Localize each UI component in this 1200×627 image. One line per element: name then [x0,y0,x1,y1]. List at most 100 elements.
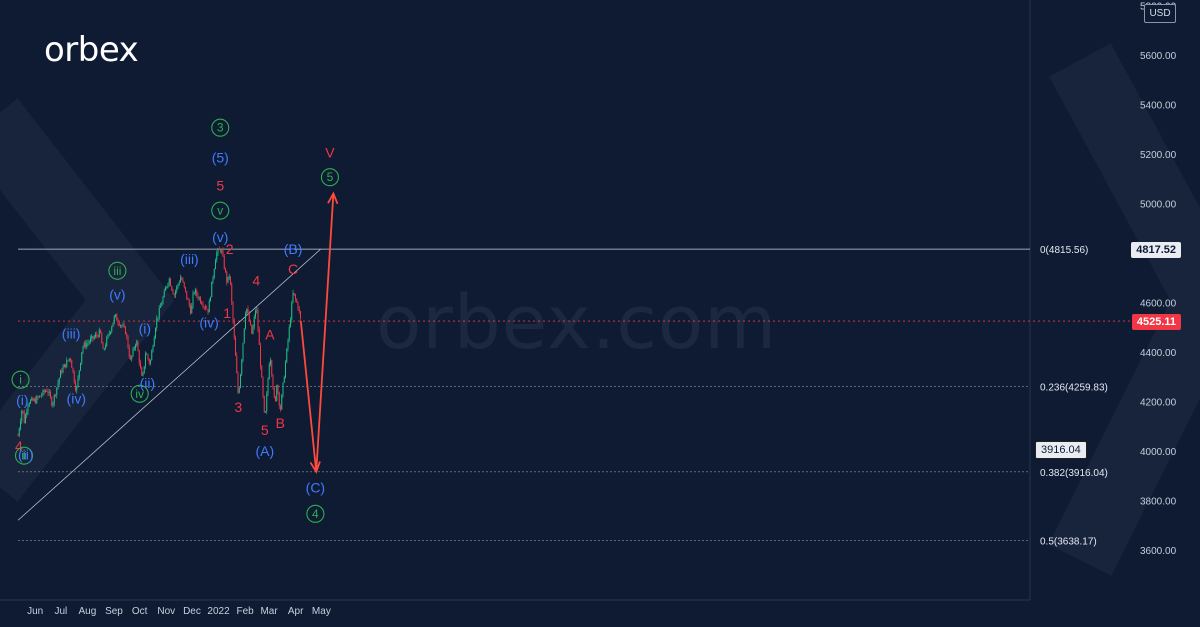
candle-body [221,250,223,252]
candle-body [186,291,188,299]
candle-body [62,367,64,373]
background-chevrons [0,43,1200,576]
candle-body [191,305,193,314]
candle-body [83,342,85,347]
candle-body [300,311,301,319]
candles [17,246,301,438]
candle-body [73,371,75,383]
fib-label: 0.5(3638.17) [1040,537,1097,548]
candle-body [182,279,184,283]
x-tick-label: Feb [236,606,254,617]
watermark: orbex.com [376,280,778,366]
candle-body [168,278,170,284]
wave-label: (A) [255,443,274,459]
candle-body [117,320,119,324]
candle-body [43,390,45,392]
candle-body [50,392,51,398]
candle-body [97,335,99,337]
wave-label: 4 [312,507,319,521]
candle-body [57,382,59,388]
y-tick-label: 5600.00 [1140,51,1177,62]
candle-body [148,358,150,364]
candle-body [101,332,103,344]
candle-body [157,317,159,319]
candle-body [31,397,33,401]
candle-body [266,393,268,412]
candle-body [297,302,299,309]
y-tick-label: 4200.00 [1140,398,1177,409]
wave-label: ii [21,449,26,463]
candle-body [40,395,41,397]
candle-body [261,366,263,378]
candle-body [22,410,24,413]
candle-body [137,341,139,352]
candle-body [210,297,211,301]
x-tick-label: Oct [132,606,148,617]
candle-body [208,300,210,313]
candle-body [96,334,98,336]
candle-body [122,325,124,327]
candle-body [180,277,181,283]
candle-body [113,316,115,323]
currency-badge[interactable]: USD [1144,4,1176,23]
candle-body [246,308,248,314]
candle-body [106,337,108,346]
candle-body [237,372,239,393]
candle-body [103,348,105,350]
wave-label: 4 [252,273,260,289]
target-price-tag: 3916.04 [1035,441,1087,459]
candle-body [167,283,169,287]
candle-body [256,310,258,312]
candle-body [35,399,36,404]
wave-circle [11,370,30,389]
candle-body [196,290,198,296]
candle-body [295,294,296,300]
candle-body [60,370,61,379]
candle-body [156,318,158,329]
wave-label: 1 [223,305,231,321]
candle-body [240,374,241,388]
candle-body [203,306,205,308]
candle-body [171,286,173,290]
x-tick-label: Nov [157,606,175,617]
candle-body [276,385,278,401]
wave-label: (i) [139,320,151,336]
candle-body [173,294,175,296]
y-tick-label: 5200.00 [1140,150,1177,161]
candle-body [66,360,68,368]
fibonacci-levels: 0(4815.56) 0.236(4259.83) 0.382(3916.04) 0.… [18,245,1140,548]
candle-body [95,334,96,337]
candle-body [251,324,253,334]
candle-body [127,336,129,348]
wave-circle [211,201,230,220]
candle-body [112,322,114,327]
wave-label: i [19,373,22,387]
candle-body [201,302,203,305]
candle-body [241,359,243,375]
candle-body [183,282,185,287]
candle-body [207,309,209,313]
candle-body [23,412,25,424]
y-tick-label: 4400.00 [1140,348,1177,359]
candle-body [275,396,276,401]
x-tick-label: Jun [27,606,43,617]
wave-label: 4 [15,438,23,454]
candle-body [187,298,189,301]
candle-body [56,387,58,396]
candle-body [105,345,106,349]
candle-body [222,250,224,257]
candle-body [27,405,29,412]
candle-body [280,405,281,410]
candle-body [17,435,19,437]
candle-body [135,344,136,349]
candle-body [277,385,279,393]
x-tick-label: Apr [288,606,304,617]
candle-body [245,313,246,329]
candle-body [111,326,113,332]
fib-label: 0.236(4259.83) [1040,383,1108,394]
candle-body [140,362,141,368]
candle-body [225,268,226,272]
wave-label: 3 [234,399,242,415]
candle-body [292,293,294,303]
